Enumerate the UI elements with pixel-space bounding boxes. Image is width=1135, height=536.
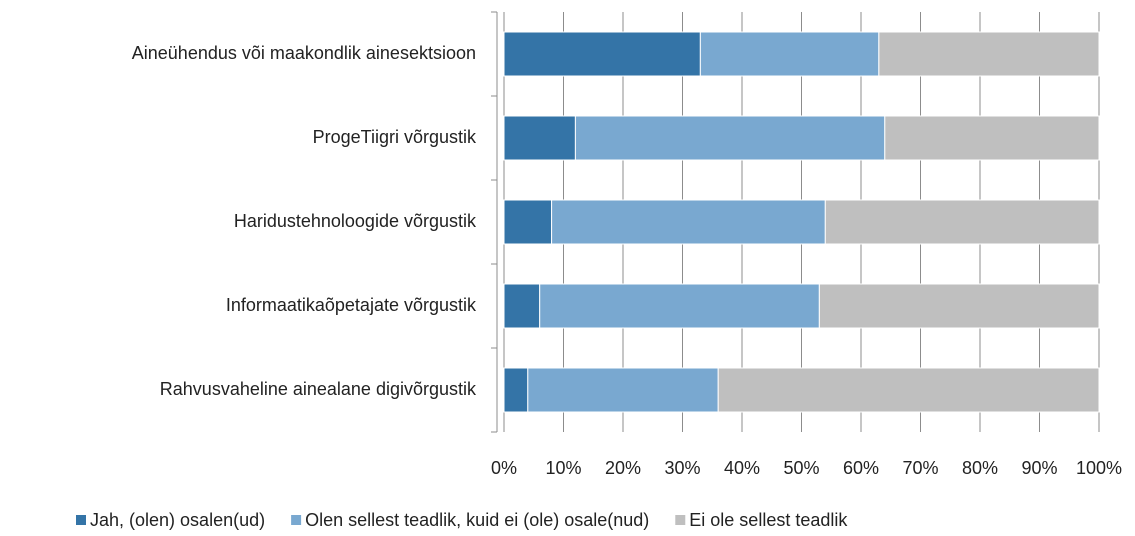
y-tick-label: Rahvusvaheline ainealane digivõrgustik: [160, 379, 477, 399]
bar-segment: [551, 199, 826, 245]
bar-segment: [503, 367, 529, 413]
bar-segment: [884, 115, 1100, 161]
bar-segment: [503, 283, 541, 329]
y-tick-label: Informaatikaõpetajate võrgustik: [226, 295, 477, 315]
bar-segment: [717, 367, 1100, 413]
x-tick-label: 10%: [545, 458, 581, 478]
bar-segment: [503, 199, 553, 245]
bar-segment: [503, 115, 576, 161]
x-tick-label: 60%: [843, 458, 879, 478]
y-tick-label: Haridustehnoloogide võrgustik: [234, 211, 477, 231]
legend-swatch: [76, 515, 86, 525]
bar-segment: [574, 115, 886, 161]
bar-segment: [818, 283, 1100, 329]
y-tick-label: ProgeTiigri võrgustik: [313, 127, 477, 147]
x-tick-label: 50%: [783, 458, 819, 478]
x-tick-label: 40%: [724, 458, 760, 478]
bar-segment: [527, 367, 719, 413]
bar-segment: [699, 31, 880, 77]
x-tick-label: 70%: [902, 458, 938, 478]
x-tick-label: 0%: [491, 458, 517, 478]
x-tick-label: 100%: [1076, 458, 1122, 478]
bar-segment: [878, 31, 1100, 77]
legend-swatch: [291, 515, 302, 525]
x-tick-label: 80%: [962, 458, 998, 478]
x-tick-label: 90%: [1021, 458, 1057, 478]
legend-label: Jah, (olen) osalen(ud): [90, 510, 265, 530]
legend-label: Olen sellest teadlik, kuid ei (ole) osal…: [305, 510, 649, 530]
x-tick-label: 20%: [605, 458, 641, 478]
x-tick-label: 30%: [664, 458, 700, 478]
bar-segment: [824, 199, 1100, 245]
legend-swatch: [675, 515, 686, 525]
y-tick-label: Aineühendus või maakondlik ainesektsioon: [132, 43, 476, 63]
bar-segment: [503, 31, 701, 77]
legend-label: Ei ole sellest teadlik: [689, 510, 848, 530]
bar-segment: [539, 283, 820, 329]
